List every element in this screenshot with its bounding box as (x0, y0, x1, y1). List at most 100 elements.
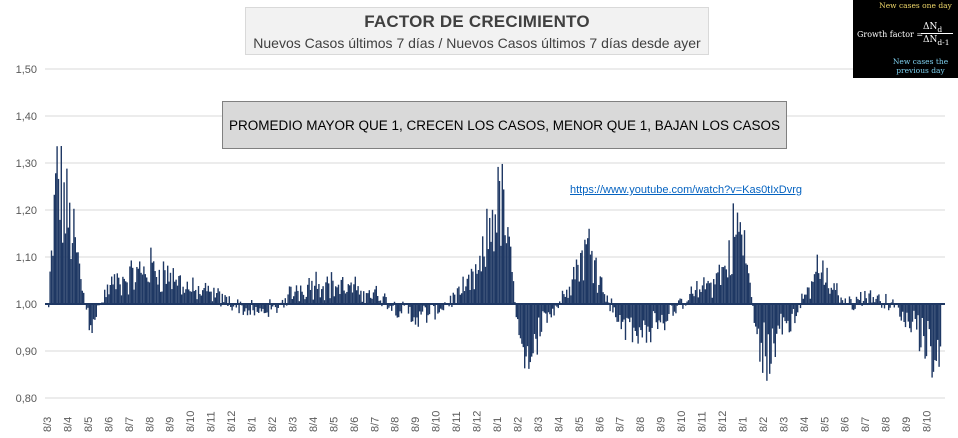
series-bar (734, 236, 736, 304)
series-bar (249, 304, 251, 315)
series-bar (118, 277, 120, 304)
series-bar (267, 304, 270, 317)
series-bar (491, 209, 494, 304)
series-bar (701, 285, 704, 304)
series-bar (115, 289, 117, 304)
series-bar (609, 304, 611, 312)
x-tick-label: 8/3 (287, 417, 299, 432)
series-bar (73, 208, 75, 304)
series-bar (476, 273, 478, 304)
series-bar (395, 304, 397, 316)
series-bar (836, 283, 838, 304)
series-bar (704, 289, 706, 304)
series-bar (904, 304, 907, 328)
series-bar (587, 238, 589, 304)
series-bar (400, 304, 403, 314)
series-bar (137, 268, 139, 304)
x-tick-label: 8/11 (697, 411, 709, 432)
annotation-box: PROMEDIO MAYOR QUE 1, CRECEN LOS CASOS, … (222, 101, 787, 149)
series-bar (910, 304, 912, 333)
series-bar (937, 304, 939, 340)
series-bar (703, 277, 705, 304)
series-bar (638, 304, 641, 328)
series-bar (129, 266, 131, 304)
series-bar (680, 298, 683, 304)
series-bar (202, 290, 204, 304)
series-bar (192, 277, 194, 304)
series-bar (339, 294, 341, 304)
series-bar (193, 291, 195, 304)
series-bar (130, 260, 132, 304)
series-bar (270, 304, 272, 310)
series-bar (486, 208, 488, 304)
series-bar (470, 268, 473, 304)
series-bar (546, 304, 548, 323)
series-bar (756, 304, 758, 335)
series-bar (844, 298, 846, 304)
series-bar (224, 295, 226, 304)
x-tick-label: 8/6 (349, 417, 361, 432)
series-bar (125, 281, 127, 304)
series-bar (92, 304, 95, 320)
series-bar (508, 236, 510, 304)
series-bar (668, 304, 670, 314)
series-bar (743, 230, 746, 304)
series-bar (158, 269, 160, 304)
series-bar (753, 304, 755, 323)
series-bar (699, 289, 701, 304)
series-bar (332, 280, 334, 304)
series-bar (790, 304, 792, 332)
series-bar (585, 244, 587, 304)
series-bar (288, 286, 291, 304)
series-bar (722, 267, 725, 304)
x-tick-label: 8/9 (410, 417, 422, 432)
series-bar (826, 267, 828, 304)
series-bar (738, 231, 740, 304)
series-bar (382, 296, 384, 304)
series-bar (225, 296, 228, 304)
series-bar (883, 304, 886, 309)
series-bar (582, 280, 585, 304)
formula-label: Growth factor = (857, 30, 924, 39)
series-bar (291, 299, 293, 304)
series-bar (346, 291, 348, 304)
series-bar (284, 298, 286, 304)
series-bar (745, 263, 747, 304)
series-bar (221, 293, 223, 304)
series-bar (370, 297, 372, 304)
series-bar (398, 304, 400, 318)
series-bar (162, 261, 165, 304)
series-bar (573, 266, 575, 304)
x-tick-label: 8/12 (717, 411, 729, 432)
series-bar (914, 304, 916, 319)
series-bar (463, 291, 466, 304)
series-bar (53, 194, 55, 304)
series-bar (776, 304, 778, 334)
series-bar (185, 289, 187, 304)
series-bar (766, 304, 768, 381)
series-bar (231, 304, 233, 311)
series-bar (482, 236, 484, 304)
series-bar (906, 304, 908, 313)
series-bar (263, 304, 265, 314)
series-bar (902, 304, 904, 312)
series-bar (581, 250, 583, 304)
series-bar (522, 304, 524, 348)
youtube-link[interactable]: https://www.youtube.com/watch?v=Kas0tIxD… (570, 184, 803, 196)
series-bar (199, 294, 201, 304)
x-tick-label: 8/7 (124, 417, 136, 432)
series-bar (644, 304, 646, 325)
series-bar (287, 294, 289, 304)
series-bar (272, 304, 274, 307)
series-bar (505, 243, 508, 304)
y-tick-label: 1,00 (16, 299, 37, 311)
series-bar (253, 304, 256, 316)
series-bar (85, 304, 88, 310)
series-bar (318, 284, 320, 304)
series-bar (837, 295, 839, 304)
series-bar (384, 293, 386, 304)
series-bar (71, 243, 74, 304)
series-bar (820, 272, 823, 304)
series-bar (154, 271, 156, 304)
series-bar (213, 287, 215, 304)
